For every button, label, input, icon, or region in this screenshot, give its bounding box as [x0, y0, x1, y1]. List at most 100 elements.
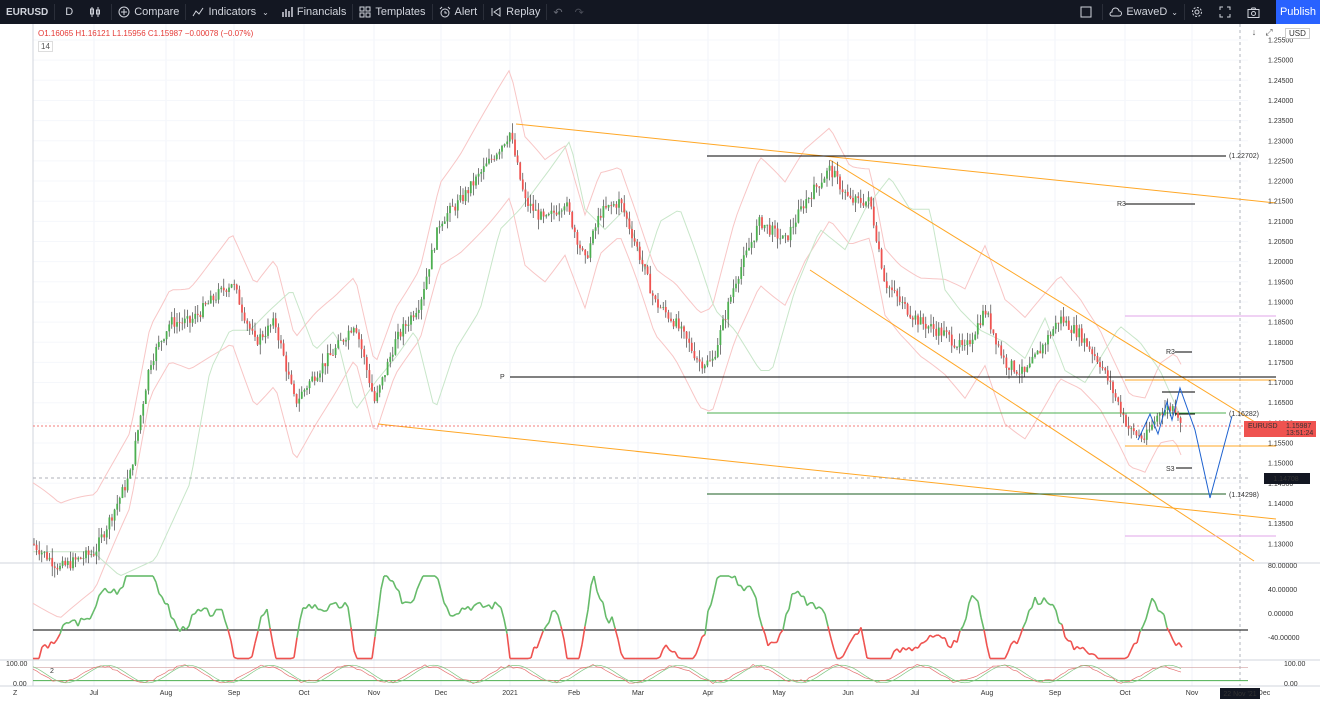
- candle-body: [280, 340, 282, 344]
- oscillator-segment: [254, 630, 259, 644]
- oscillator-segment: [863, 642, 868, 659]
- oscillator-segment: [122, 575, 127, 588]
- candle-body: [222, 287, 225, 291]
- oscillator-segment: [938, 634, 943, 639]
- pivot-s3-label: S3: [1166, 466, 1175, 473]
- compare-button[interactable]: Compare: [112, 0, 185, 24]
- candle-body: [849, 195, 852, 198]
- candle-body: [1044, 344, 1047, 346]
- oscillator-segment: [599, 598, 604, 603]
- toolbar-divider: [352, 4, 354, 20]
- oscillator-segment: [1070, 640, 1075, 651]
- candle-body: [880, 249, 883, 269]
- layout-toggle-button[interactable]: [1074, 0, 1102, 24]
- candle-body: [1075, 325, 1078, 338]
- candle-body: [1083, 338, 1086, 343]
- candle-body: [342, 339, 345, 342]
- oscillator-segment: [461, 607, 466, 611]
- oscillator-segment: [68, 619, 73, 624]
- oscillator-segment: [1037, 603, 1042, 606]
- price-axis-label: 1.25500: [1268, 38, 1293, 45]
- chart-canvas[interactable]: 1.25500 1.25000 1.24500 1.24000 1.23500 1.230…: [0, 24, 1320, 701]
- settings-button[interactable]: [1185, 0, 1213, 24]
- candle-body: [449, 205, 451, 214]
- candle-body: [1171, 406, 1174, 411]
- undo-icon: ↶: [553, 6, 563, 19]
- maximize-icon[interactable]: ⤢: [1265, 27, 1273, 37]
- oscillator-segment: [920, 641, 925, 645]
- templates-button[interactable]: Templates: [353, 0, 431, 24]
- candle-body: [259, 334, 262, 345]
- oscillator-segment: [104, 587, 109, 593]
- snapshot-button[interactable]: [1241, 0, 1270, 24]
- candle-body: [1125, 415, 1127, 426]
- candle-body: [446, 213, 449, 222]
- time-axis-label: Sep: [228, 690, 241, 697]
- chart-axes: 1.25500 1.25000 1.24500 1.24000 1.23500 1.230…: [6, 38, 1306, 698]
- candle-body: [1143, 438, 1146, 440]
- publish-button[interactable]: Publish: [1276, 0, 1320, 24]
- oscillator-segment: [440, 590, 445, 603]
- templates-label: Templates: [375, 6, 426, 18]
- candle-body: [537, 209, 540, 220]
- candle-body: [365, 357, 368, 371]
- oscillator-segment: [899, 647, 904, 653]
- chevron-down-icon: ⌄: [1171, 7, 1178, 17]
- oscillator-segment: [53, 639, 58, 645]
- fullscreen-button[interactable]: [1213, 0, 1241, 24]
- symbol-search[interactable]: EURUSD: [0, 0, 54, 24]
- oscillator-segment: [1172, 639, 1177, 646]
- candle-body: [355, 328, 358, 333]
- candle-body: [290, 374, 293, 384]
- redo-button[interactable]: ↷: [569, 0, 590, 24]
- candle-body: [740, 267, 743, 279]
- candle-body: [350, 330, 353, 333]
- candle-body: [675, 318, 678, 327]
- candle-body: [1039, 350, 1042, 354]
- candle-body: [319, 373, 321, 378]
- candle-body: [1119, 401, 1122, 414]
- price-axis-label: 1.23500: [1268, 118, 1293, 125]
- replay-button[interactable]: Replay: [484, 0, 546, 24]
- oscillator-segment: [326, 604, 331, 612]
- candle-body: [930, 324, 932, 327]
- candle-body: [40, 552, 43, 555]
- candle-body: [662, 306, 665, 308]
- oscillator-segment: [266, 609, 271, 629]
- candle-body: [503, 144, 506, 146]
- oscillator-segment: [503, 618, 508, 634]
- oscillator-segment: [803, 596, 808, 606]
- stoch-axis-label-right: 100.00: [1284, 661, 1306, 668]
- candle-body: [225, 290, 228, 292]
- candle-body: [191, 318, 194, 323]
- candle-body: [43, 552, 46, 553]
- candle-body: [464, 190, 467, 202]
- oscillator-segment: [614, 627, 619, 640]
- layout-name-button[interactable]: EwaveD ⌄: [1103, 0, 1184, 24]
- candle-body: [1117, 397, 1120, 402]
- currency-selector[interactable]: USD: [1285, 28, 1310, 39]
- oscillator-segment: [704, 610, 709, 635]
- candle-body: [553, 210, 555, 213]
- candle-body: [321, 363, 324, 374]
- time-axis-label: Feb: [568, 690, 580, 697]
- chart-annotations: (1.22702) (1.16282) (1.14298) R3 R3 P S3 EURUSD…: [500, 153, 1316, 699]
- oscillator-segment: [341, 602, 346, 608]
- candle-body: [896, 290, 899, 297]
- alert-button[interactable]: Alert: [433, 0, 484, 24]
- oscillator-segment: [179, 626, 184, 632]
- chart-type-button[interactable]: [83, 0, 111, 24]
- indicators-button[interactable]: Indicators ⌄: [186, 0, 274, 24]
- candle-body: [181, 322, 184, 324]
- undo-button[interactable]: ↶: [547, 0, 568, 24]
- financials-button[interactable]: Financials: [275, 0, 353, 24]
- arrow-down-icon[interactable]: ↓: [1251, 27, 1257, 37]
- candle-body: [628, 218, 631, 229]
- indicator-badge[interactable]: 14: [38, 41, 53, 52]
- interval-button[interactable]: D: [55, 0, 83, 24]
- candle-body: [469, 181, 472, 194]
- candle-body: [90, 554, 93, 555]
- candle-body: [391, 354, 394, 357]
- oscillator-pane: [33, 575, 1248, 660]
- candle-body: [371, 383, 373, 392]
